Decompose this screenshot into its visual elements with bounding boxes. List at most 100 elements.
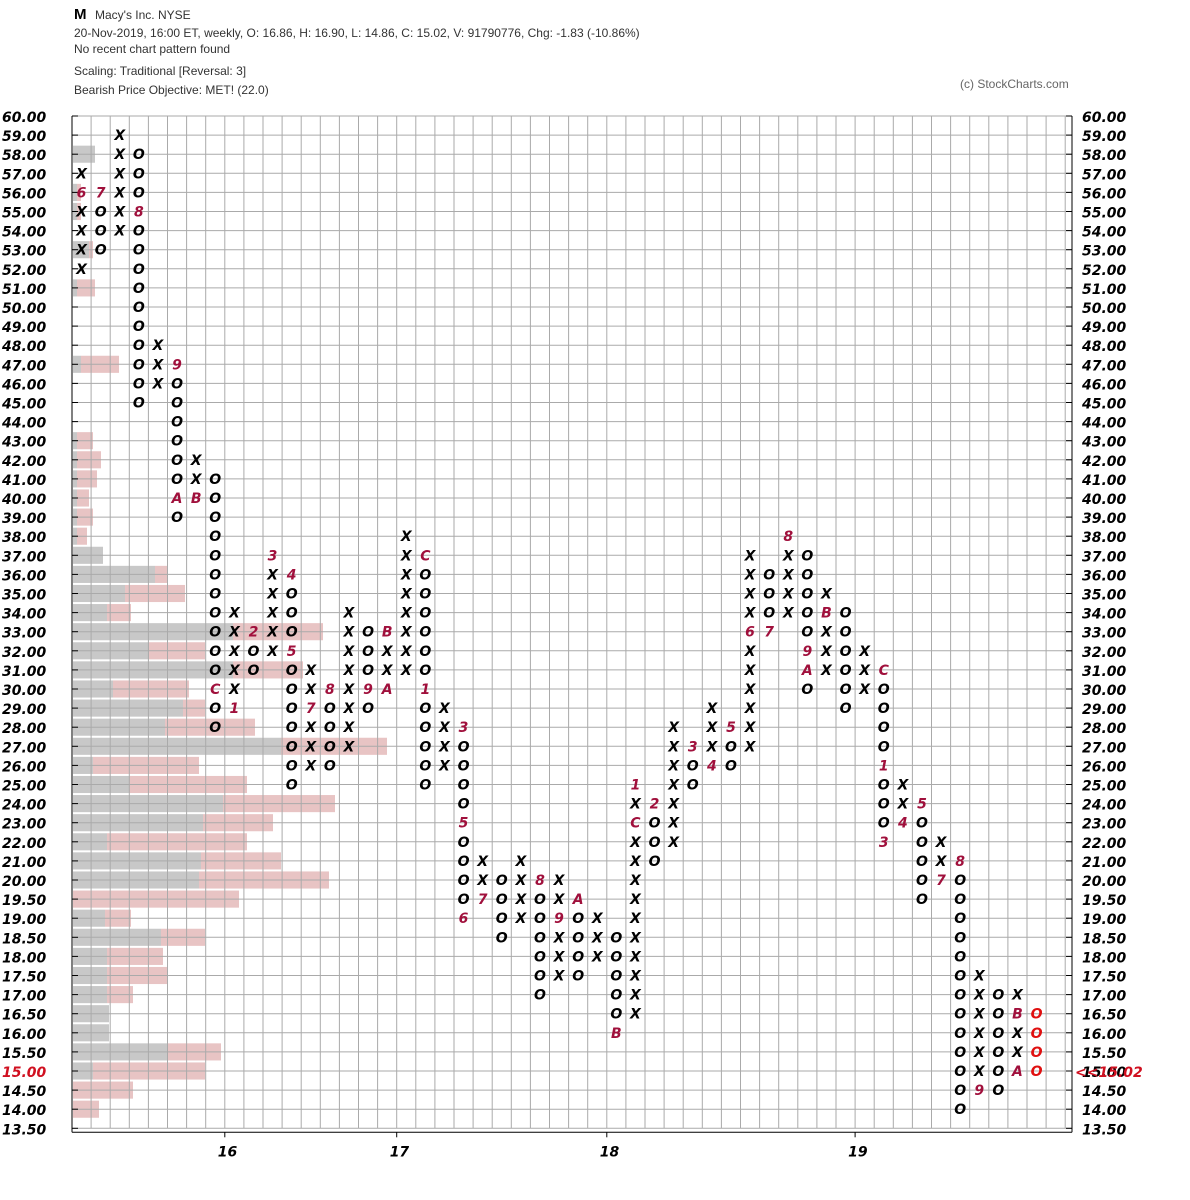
o-mark: O: [878, 682, 890, 698]
o-mark: O: [610, 1007, 622, 1023]
o-mark: O: [362, 701, 374, 717]
o-mark: O: [992, 1083, 1004, 1099]
price-label-right: 48.00: [1081, 339, 1127, 355]
o-mark: O: [1031, 1064, 1043, 1080]
price-label-right: 37.00: [1082, 549, 1127, 565]
month-mark: 1: [420, 682, 430, 698]
x-mark: X: [935, 854, 948, 870]
x-mark: X: [744, 682, 757, 698]
x-mark: X: [343, 663, 356, 679]
price-label-left: 49.00: [1, 320, 47, 336]
o-mark: O: [458, 797, 470, 813]
price-label-right: 46.00: [1081, 377, 1127, 393]
o-mark: O: [840, 701, 852, 717]
x-mark: X: [438, 739, 451, 755]
o-mark: O: [133, 281, 145, 297]
o-mark: O: [95, 224, 107, 240]
x-mark: X: [858, 682, 871, 698]
month-mark: 6: [459, 911, 469, 927]
price-label-left: 34.00: [2, 607, 47, 623]
x-mark: X: [591, 930, 604, 946]
price-label-left: 16.50: [2, 1008, 47, 1024]
month-mark: 3: [459, 720, 469, 736]
o-mark: O: [725, 739, 737, 755]
x-mark: X: [343, 682, 356, 698]
month-mark: 3: [879, 835, 889, 851]
o-mark: O: [840, 625, 852, 641]
price-label-right: 26.00: [1082, 759, 1127, 775]
price-label-left: 22.00: [2, 836, 47, 852]
month-mark: 8: [134, 205, 144, 221]
x-mark: X: [820, 644, 833, 660]
price-label-right: 19.00: [1082, 912, 1127, 928]
month-mark: 6: [77, 185, 87, 201]
price-label-left: 60.00: [2, 110, 47, 126]
o-mark: O: [133, 166, 145, 182]
x-mark: X: [381, 644, 394, 660]
price-label-left: 23.00: [2, 817, 47, 833]
month-mark: 8: [783, 529, 793, 545]
price-label-right: 24.00: [1082, 798, 1127, 814]
x-mark: X: [400, 644, 413, 660]
price-label-right: 27.00: [1082, 740, 1127, 756]
x-mark: X: [514, 892, 527, 908]
o-mark: O: [171, 434, 183, 450]
o-mark: O: [324, 720, 336, 736]
scaling-info: Scaling: Traditional [Reversal: 3]: [74, 64, 247, 78]
x-mark: X: [973, 1026, 986, 1042]
price-label-left: 17.00: [2, 989, 47, 1005]
o-mark: O: [209, 472, 221, 488]
price-label-left: 57.00: [2, 167, 47, 183]
x-mark: X: [667, 739, 680, 755]
x-mark: X: [667, 758, 680, 774]
x-mark: X: [113, 147, 126, 163]
o-mark: O: [133, 147, 145, 163]
o-mark: O: [725, 758, 737, 774]
price-label-right: 16.50: [1082, 1008, 1127, 1024]
o-mark: O: [286, 682, 298, 698]
price-label-left: 58.00: [2, 148, 47, 164]
x-mark: X: [667, 797, 680, 813]
x-mark: X: [553, 969, 566, 985]
x-mark: X: [744, 587, 757, 603]
x-mark: X: [400, 606, 413, 622]
month-mark: A: [381, 682, 393, 698]
o-mark: O: [840, 663, 852, 679]
price-label-left: 17.50: [2, 970, 47, 986]
o-mark: O: [133, 300, 145, 316]
price-label-left: 24.00: [2, 798, 47, 814]
o-mark: O: [286, 758, 298, 774]
month-mark: 9: [172, 357, 182, 373]
o-mark: O: [763, 606, 775, 622]
x-mark: X: [266, 644, 279, 660]
price-label-left: 46.00: [1, 377, 47, 393]
o-mark: O: [324, 701, 336, 717]
x-mark: X: [973, 1007, 986, 1023]
price-label-left: 36.00: [2, 568, 47, 584]
price-label-right: 41.00: [1081, 473, 1127, 489]
month-mark: 1: [229, 701, 239, 717]
o-mark: O: [954, 892, 966, 908]
o-mark: O: [171, 453, 183, 469]
price-label-left: 55.00: [2, 206, 47, 222]
price-label-right: 28.00: [1082, 721, 1127, 737]
x-mark: X: [400, 529, 413, 545]
month-mark: 7: [96, 185, 106, 201]
o-mark: O: [362, 644, 374, 660]
price-label-left: 28.00: [2, 721, 47, 737]
x-mark: X: [304, 739, 317, 755]
company-name: Macy's Inc. NYSE: [95, 8, 191, 22]
x-mark: X: [744, 739, 757, 755]
x-mark: X: [400, 625, 413, 641]
price-label-left: 56.00: [2, 186, 47, 202]
x-mark: X: [75, 262, 88, 278]
month-mark: 7: [306, 701, 316, 717]
month-mark: 1: [879, 758, 889, 774]
price-label-right: 16.00: [1082, 1027, 1127, 1043]
o-mark: O: [209, 548, 221, 564]
x-mark: X: [514, 911, 527, 927]
month-mark: 8: [535, 873, 545, 889]
x-mark: X: [1011, 988, 1024, 1004]
o-mark: O: [878, 739, 890, 755]
price-label-left: 43.00: [1, 435, 47, 451]
